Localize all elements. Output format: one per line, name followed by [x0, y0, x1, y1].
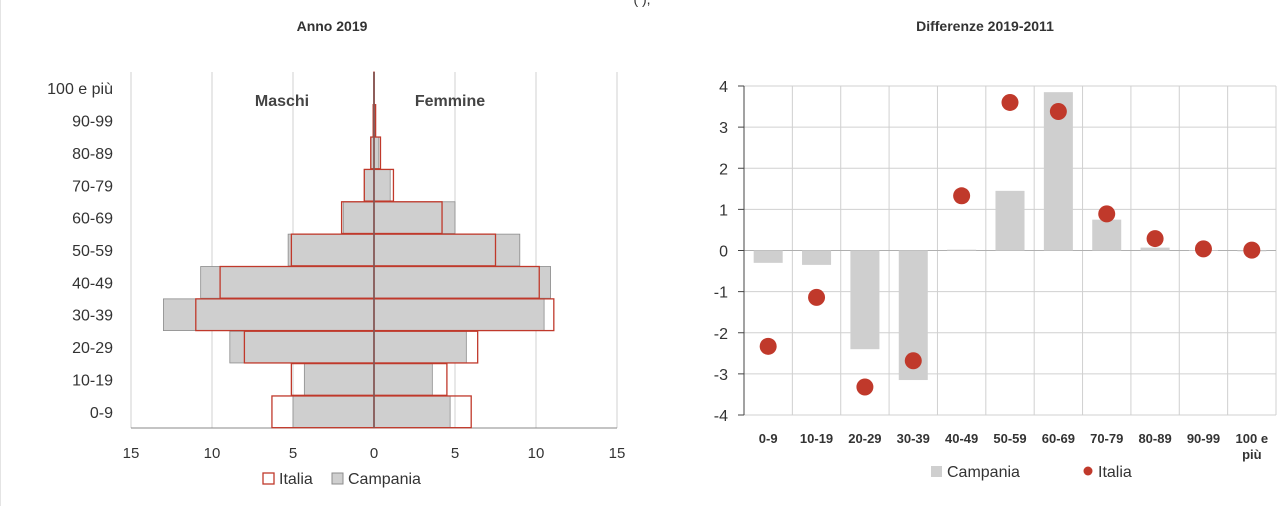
pyramid-category-label: 40-49	[72, 275, 113, 292]
pyramid-category-label: 50-59	[72, 243, 113, 260]
diff-ytick-label: -3	[714, 367, 728, 384]
diff-category-label: 10-19	[800, 431, 833, 446]
header-fragment: ( ),	[0, 0, 1284, 7]
pyramid-xtick-label: 10	[204, 445, 221, 462]
diff-ytick-label: -2	[714, 326, 728, 343]
diff-category-label-line1: 100 e	[1236, 431, 1269, 446]
italia-diff-point	[856, 379, 873, 396]
pyramid-xtick-label: 10	[528, 445, 545, 462]
campania-maschi-bar	[201, 267, 374, 299]
campania-femmine-bar	[374, 267, 551, 299]
diff-category-label: 30-39	[897, 431, 930, 446]
diff-category-label: 20-29	[848, 431, 881, 446]
campania-maschi-bar	[304, 364, 374, 396]
pyramid-category-label: 90-99	[72, 114, 113, 131]
pyramid-chart: Anno 2019 15 10 5 0 5 10 15 0-9 10-19 20-29 30-39 40…	[47, 18, 625, 488]
campania-maschi-bar	[230, 331, 374, 363]
italia-diff-point	[1147, 230, 1164, 247]
campania-maschi-bar	[364, 169, 374, 201]
diff-category-label: 40-49	[945, 431, 978, 446]
pyramid-title: Anno 2019	[297, 18, 368, 34]
italia-diff-point	[1195, 240, 1212, 257]
campania-diff-bar	[995, 191, 1024, 251]
pyramid-xtick-label: 15	[609, 445, 626, 462]
campania-femmine-bar	[374, 299, 544, 331]
diff-category-label: 80-89	[1138, 431, 1171, 446]
side-label-maschi: Maschi	[255, 93, 309, 110]
diff-category-label: 70-79	[1090, 431, 1123, 446]
italia-diff-point	[1243, 242, 1260, 259]
legend-italia-label: Italia	[279, 471, 313, 488]
campania-diff-bar	[1092, 220, 1121, 251]
diff-ytick-label: 1	[719, 202, 728, 219]
diff-ytick-label: 3	[719, 120, 728, 137]
diff-category-label-line2: più	[1242, 447, 1262, 462]
pyramid-category-label: 100 e più	[47, 81, 113, 98]
differences-chart: Differenze 2019-2011 -4 -3 -2 -1 0 1 2 3 4 0-9 10-1…	[714, 18, 1276, 481]
legend-diff-campania-label: Campania	[947, 464, 1020, 481]
legend-diff-italia-label: Italia	[1098, 464, 1132, 481]
campania-femmine-bar	[374, 331, 466, 363]
italia-diff-point	[808, 289, 825, 306]
diff-ytick-label: 0	[719, 244, 728, 261]
pyramid-xtick-label: 5	[451, 445, 459, 462]
diff-title: Differenze 2019-2011	[916, 18, 1054, 34]
pyramid-xtick-label: 15	[123, 445, 140, 462]
italia-diff-point	[1002, 94, 1019, 111]
campania-maschi-bar	[163, 299, 374, 331]
campania-maschi-bar	[293, 396, 374, 428]
legend-italia-swatch	[263, 473, 274, 484]
pyramid-xtick-label: 5	[289, 445, 297, 462]
campania-diff-bar	[802, 251, 831, 265]
campania-diff-bar	[850, 251, 879, 350]
campania-femmine-bar	[374, 364, 432, 396]
campania-maschi-bar	[288, 234, 374, 266]
pyramid-xtick-label: 0	[370, 445, 378, 462]
side-label-femmine: Femmine	[415, 93, 485, 110]
diff-category-label: 60-69	[1042, 431, 1075, 446]
campania-diff-bar	[947, 250, 976, 251]
italia-diff-point	[905, 352, 922, 369]
italia-diff-point	[1050, 103, 1067, 120]
legend-campania-swatch	[332, 473, 343, 484]
italia-diff-point	[760, 338, 777, 355]
campania-femmine-bar	[374, 202, 455, 234]
campania-femmine-bar	[374, 169, 390, 201]
diff-ytick-label: 2	[719, 161, 728, 178]
campania-femmine-bar	[374, 234, 520, 266]
diff-ytick-label: -1	[714, 285, 728, 302]
pyramid-category-label: 30-39	[72, 308, 113, 325]
italia-diff-point	[953, 187, 970, 204]
legend-campania-label: Campania	[348, 471, 421, 488]
pyramid-category-label: 10-19	[72, 372, 113, 389]
pyramid-category-label: 20-29	[72, 340, 113, 357]
diff-category-label: 90-99	[1187, 431, 1220, 446]
pyramid-category-label: 70-79	[72, 178, 113, 195]
campania-diff-bar	[1141, 248, 1170, 251]
italia-diff-point	[1098, 205, 1115, 222]
pyramid-category-label: 60-69	[72, 211, 113, 228]
campania-diff-bar	[754, 251, 783, 263]
legend-diff-campania-swatch	[931, 466, 942, 477]
legend-diff-italia-swatch	[1084, 467, 1093, 476]
campania-femmine-bar	[374, 396, 450, 428]
pyramid-category-label: 0-9	[90, 405, 113, 422]
diff-ytick-label: -4	[714, 408, 728, 425]
pyramid-category-label: 80-89	[72, 146, 113, 163]
diff-ytick-label: 4	[719, 79, 728, 96]
diff-category-label: 50-59	[993, 431, 1026, 446]
diff-category-label: 0-9	[759, 431, 778, 446]
campania-maschi-bar	[343, 202, 374, 234]
